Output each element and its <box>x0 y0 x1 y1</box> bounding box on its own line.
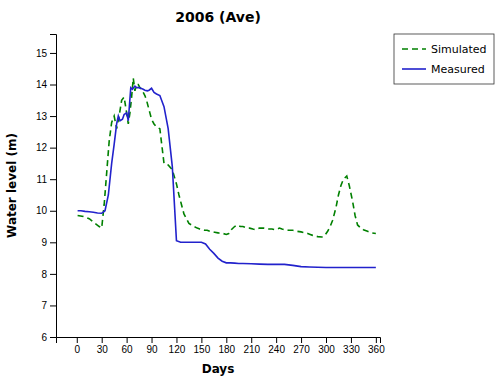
y-axis-tick: 9 <box>41 237 56 248</box>
x-axis-tick-label: 270 <box>293 344 310 355</box>
y-axis-title: Water level (m) <box>5 133 19 238</box>
lines <box>78 78 376 267</box>
y-axis-tick-label: 11 <box>37 174 48 185</box>
x-axis-tick: 330 <box>343 337 360 355</box>
y-axis-tick-label: 12 <box>36 142 48 153</box>
x-axis-tick-mark <box>102 337 103 343</box>
y-axis-tick-label: 8 <box>41 269 47 280</box>
legend: Simulated Measured <box>394 34 494 84</box>
x-axis-tick-label: 240 <box>268 344 285 355</box>
x-axis: 0 30 60 90 120 150 180 210 240 270 300 330 360 <box>57 337 386 355</box>
x-axis-tick-label: 300 <box>318 344 335 355</box>
x-axis-tick-label: 120 <box>169 344 186 355</box>
chart: 0 30 60 90 120 150 180 210 240 270 300 330 360 6 7 8 9 10… <box>0 0 500 383</box>
y-axis-tick-label: 9 <box>41 237 47 248</box>
y-axis-tick-mark <box>50 116 56 117</box>
x-axis-tick-mark <box>351 337 352 343</box>
y-axis-line <box>50 35 57 338</box>
x-axis-tick: 270 <box>293 337 310 355</box>
y-axis-tick: 10 <box>36 205 56 216</box>
x-axis-tick-label: 360 <box>368 344 385 355</box>
y-axis-tick-mark <box>50 148 56 149</box>
y-axis-tick-label: 15 <box>36 48 48 59</box>
y-axis-tick-mark <box>50 211 56 212</box>
y-axis-tick-label: 10 <box>36 205 48 216</box>
legend-label: Measured <box>431 63 485 76</box>
x-axis-tick: 240 <box>268 337 285 355</box>
x-axis-tick-mark <box>201 337 202 343</box>
title: 2006 (Ave) <box>175 9 261 25</box>
x-axis-tick: 300 <box>318 337 335 355</box>
x-axis-tick-label: 150 <box>194 344 211 355</box>
x-axis-tick-mark <box>301 337 302 343</box>
y-axis-tick: 12 <box>36 142 56 153</box>
x-axis-title: Days <box>202 362 235 376</box>
x-axis-tick-label: 0 <box>74 344 80 355</box>
legend-frame <box>394 34 494 84</box>
y-axis-tick-mark <box>50 337 56 338</box>
series-line <box>78 78 376 237</box>
x-axis-tick: 30 <box>97 337 109 355</box>
y-axis-tick-mark <box>50 274 56 275</box>
x-axis-tick-label: 180 <box>218 344 235 355</box>
legend-label: Simulated <box>431 43 487 56</box>
y-axis-tick-label: 7 <box>41 300 47 311</box>
x-axis-tick-label: 330 <box>343 344 360 355</box>
y-axis-tick-mark <box>50 242 56 243</box>
y-axis-tick: 14 <box>36 79 56 90</box>
y-axis: 6 7 8 9 10 11 12 13 14 15 <box>36 35 57 343</box>
x-axis-tick: 180 <box>218 337 235 355</box>
x-axis-tick: 60 <box>122 337 134 355</box>
x-axis-tick: 0 <box>74 337 80 355</box>
y-axis-tick-mark <box>50 53 56 54</box>
y-axis-tick-mark <box>50 179 56 180</box>
y-axis-tick: 13 <box>36 111 56 122</box>
x-axis-tick-mark <box>251 337 252 343</box>
x-axis-tick-mark <box>276 337 277 343</box>
x-axis-line <box>57 338 381 344</box>
y-axis-tick-mark <box>50 85 56 86</box>
x-axis-tick: 90 <box>146 337 158 355</box>
x-axis-tick-label: 210 <box>243 344 260 355</box>
x-axis-tick-mark <box>77 337 78 343</box>
y-axis-tick-label: 13 <box>36 111 48 122</box>
y-axis-tick-label: 6 <box>41 332 47 343</box>
x-axis-tick-label: 90 <box>146 344 158 355</box>
x-axis-tick: 360 <box>368 337 385 355</box>
x-axis-tick-mark <box>376 337 377 343</box>
y-axis-tick-label: 14 <box>36 79 48 90</box>
legend-swatch <box>402 48 426 50</box>
plot-area: 0 30 60 90 120 150 180 210 240 270 300 330 360 6 7 8 9 10… <box>36 35 385 356</box>
x-axis-tick-mark <box>226 337 227 343</box>
x-axis-tick-mark <box>152 337 153 343</box>
x-axis-tick: 120 <box>169 337 186 355</box>
x-axis-tick-label: 60 <box>122 344 134 355</box>
y-axis-tick: 7 <box>41 300 56 311</box>
y-axis-tick-mark <box>50 305 56 306</box>
x-axis-tick: 210 <box>243 337 260 355</box>
x-axis-tick-mark <box>326 337 327 343</box>
y-axis-tick: 15 <box>36 48 56 59</box>
y-axis-tick: 6 <box>41 332 56 343</box>
y-axis-tick: 8 <box>41 269 56 280</box>
x-axis-tick-mark <box>127 337 128 343</box>
legend-swatch <box>402 68 426 70</box>
x-axis-tick-label: 30 <box>97 344 109 355</box>
x-axis-tick-mark <box>176 337 177 343</box>
series-line <box>78 86 376 267</box>
y-axis-tick: 11 <box>37 174 56 185</box>
x-axis-tick: 150 <box>194 337 211 355</box>
